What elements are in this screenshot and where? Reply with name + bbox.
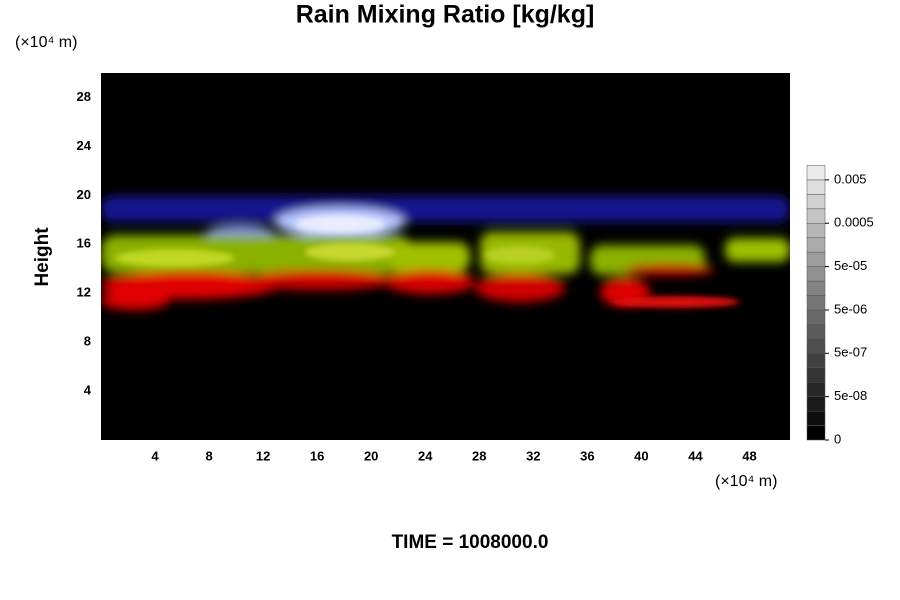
y-axis-label: Height (32, 227, 53, 287)
colorbar-tick-label: 5e-05 (834, 258, 867, 273)
y-tick-label: 12 (77, 285, 91, 300)
colorbar-step (806, 223, 826, 238)
x-tick-label: 16 (310, 448, 324, 463)
x-tick-label: 24 (418, 448, 433, 463)
x-tick-label: 12 (256, 448, 270, 463)
x-tick-label: 36 (580, 448, 594, 463)
colorbar-step (806, 367, 826, 383)
colorbar-step (806, 179, 826, 195)
chart-title: Rain Mixing Ratio [kg/kg] (296, 1, 595, 29)
colorbar-step (806, 208, 826, 224)
colorbar-tick-label: 5e-08 (834, 388, 867, 403)
colorbar-step (806, 295, 826, 311)
volume-render (101, 196, 790, 310)
colorbar-step (806, 324, 826, 340)
y-tick-label: 16 (77, 236, 91, 251)
y-tick-label: 24 (77, 138, 92, 153)
y-tick-label: 20 (77, 187, 91, 202)
colorbar-tick-label: 5e-06 (834, 301, 867, 316)
x-tick-label: 48 (742, 448, 756, 463)
colorbar-step (806, 410, 826, 426)
x-tick-label: 20 (364, 448, 378, 463)
x-tick-label: 44 (688, 448, 703, 463)
colorbar: 0 5e-08 5e-07 5e-06 5e-05 0.0005 0.005 (806, 165, 874, 446)
colorbar-step (806, 353, 826, 368)
colorbar-step (806, 165, 826, 181)
colorbar-step (806, 338, 826, 354)
y-tick-label: 8 (84, 334, 91, 349)
x-tick-label: 8 (205, 448, 212, 463)
colorbar-tick-label: 0.005 (834, 171, 867, 186)
colorbar-step (806, 309, 826, 325)
y-tick-label: 28 (77, 89, 91, 104)
colorbar-step (806, 396, 826, 412)
colorbar-step (806, 280, 826, 296)
colorbar-step (806, 381, 826, 397)
x-tick-label: 28 (472, 448, 486, 463)
colorbar-step (806, 425, 826, 441)
x-tick-label: 40 (634, 448, 648, 463)
colorbar-step (806, 266, 826, 282)
colorbar-tick-label: 0 (834, 431, 841, 446)
colorbar-tick-label: 5e-07 (834, 345, 867, 360)
colorbar-step (806, 251, 826, 267)
time-label: TIME = 1008000.0 (392, 532, 549, 553)
colorbar-step (806, 237, 826, 253)
colorbar-step (806, 194, 826, 210)
x-tick-label: 4 (151, 448, 159, 463)
x-tick-label: 32 (526, 448, 540, 463)
y-tick-label: 4 (84, 383, 92, 398)
x-unit: (×10⁴ m) (715, 473, 777, 490)
colorbar-tick-label: 0.0005 (834, 215, 874, 230)
y-unit: (×10⁴ m) (15, 34, 77, 51)
